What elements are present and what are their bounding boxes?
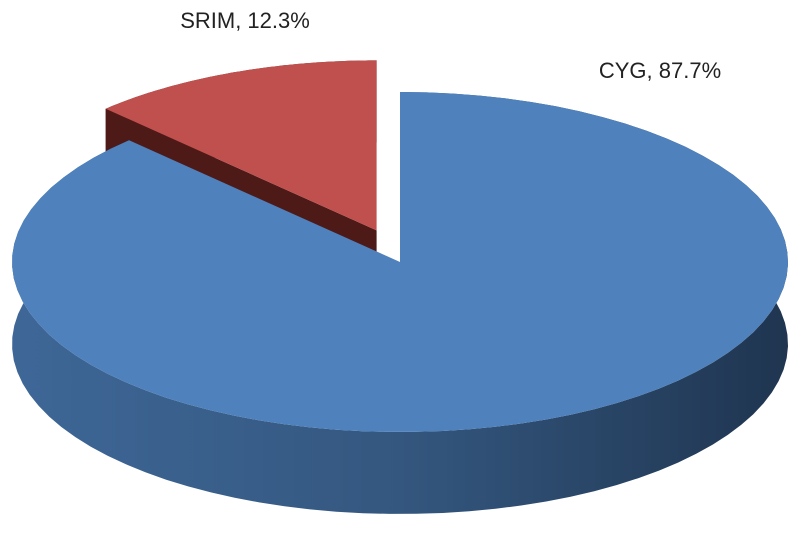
slice bbox=[105, 60, 377, 231]
data-label: CYG, 87.7% bbox=[599, 58, 721, 83]
data-label: SRIM, 12.3% bbox=[180, 8, 310, 33]
slice bbox=[12, 92, 788, 432]
